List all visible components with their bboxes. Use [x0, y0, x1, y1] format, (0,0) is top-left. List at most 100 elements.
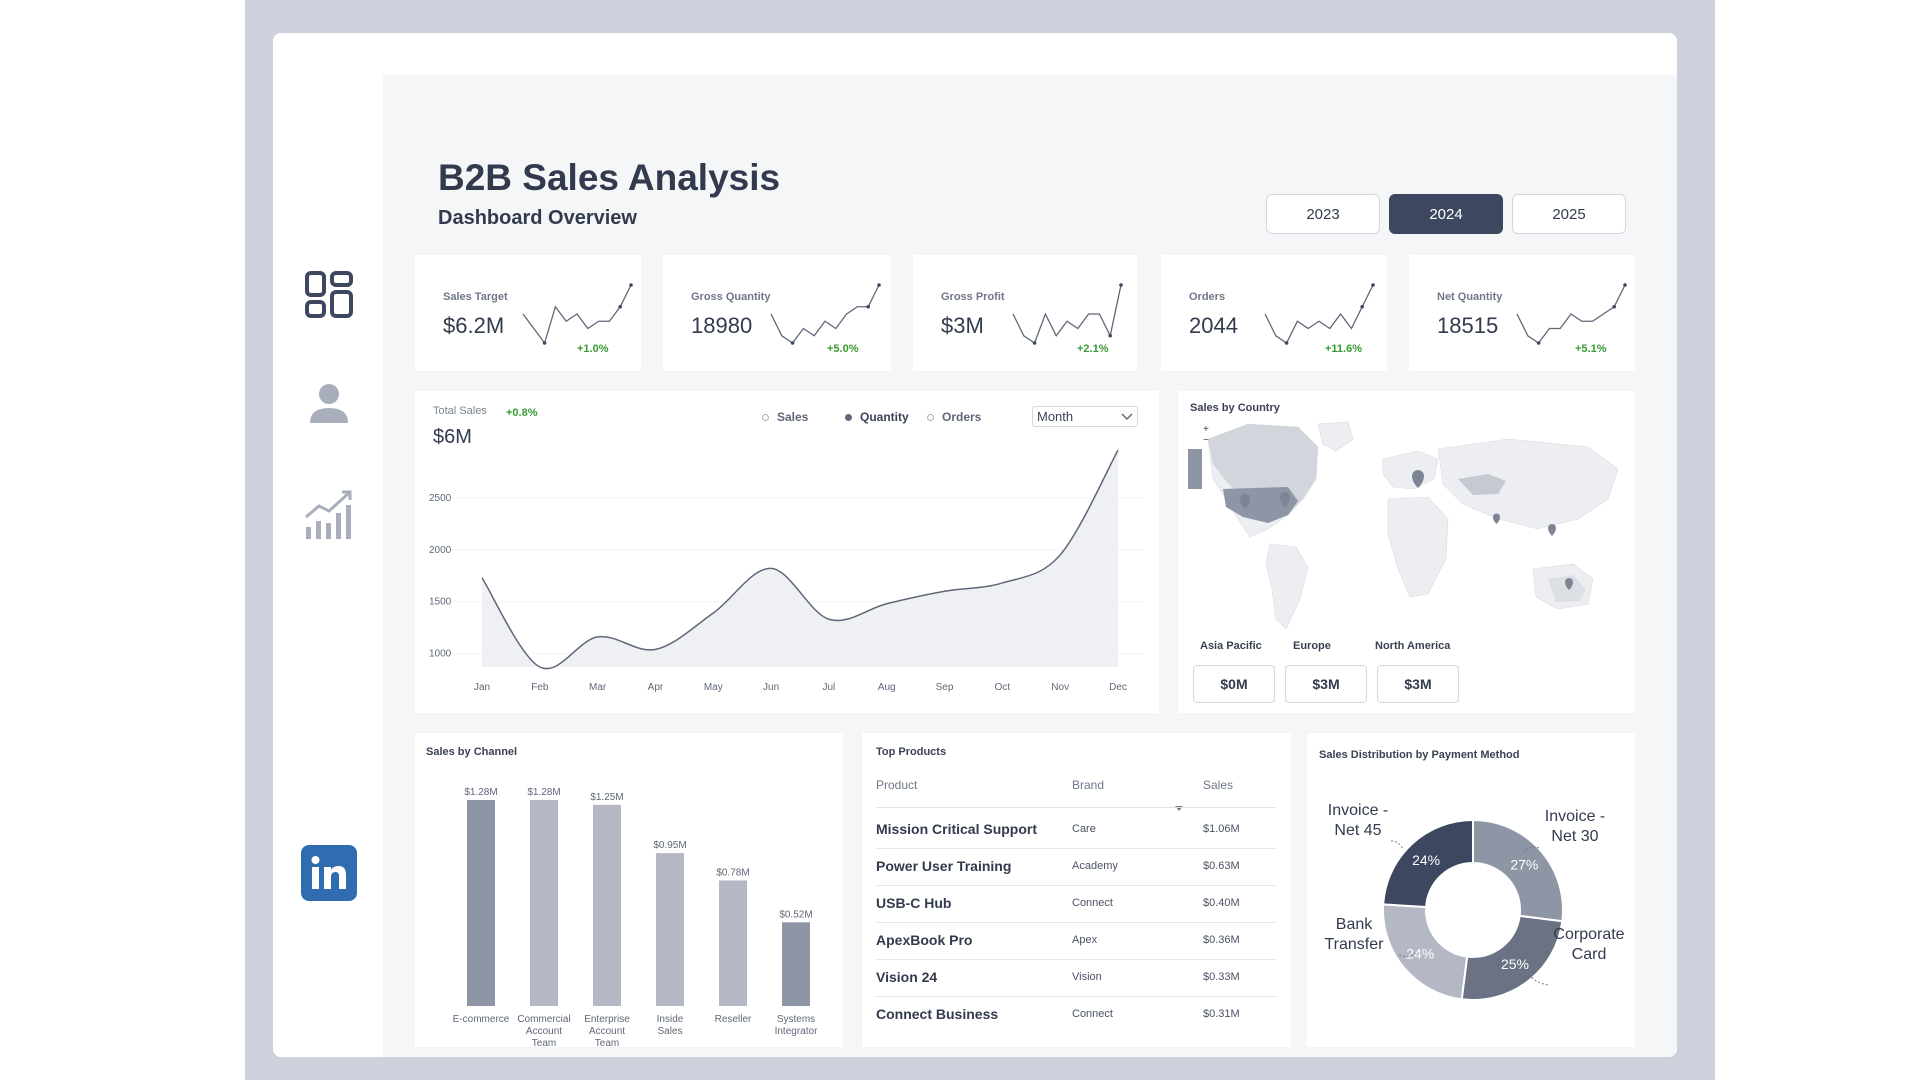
kpi-sparkline [1264, 283, 1375, 345]
year-button-2024[interactable]: 2024 [1389, 194, 1503, 234]
x-category-label: Commercial [517, 1014, 570, 1025]
kpi-label: Orders [1189, 291, 1226, 303]
x-tick-label: Mar [589, 682, 607, 693]
region-button-asia-pacific[interactable]: $0M [1193, 665, 1275, 703]
x-category-label: Inside [657, 1014, 684, 1025]
world-map[interactable]: + − [1188, 419, 1628, 649]
bar-value-label: $0.78M [716, 867, 749, 878]
dropdown-value: Month [1037, 409, 1074, 424]
column-header-sales[interactable]: Sales [1203, 778, 1234, 792]
sparkline-point [1623, 283, 1627, 287]
period-dropdown[interactable]: Month [1032, 406, 1138, 427]
x-category-label: Integrator [775, 1026, 818, 1037]
kpi-delta: +5.1% [1575, 343, 1607, 355]
sparkline-point [1032, 341, 1037, 345]
year-button-2025[interactable]: 2025 [1512, 194, 1626, 234]
leader-line [1526, 970, 1550, 986]
column-header-brand[interactable]: Brand [1072, 778, 1105, 792]
header-divider [876, 807, 1276, 808]
sparkline-point [1108, 333, 1112, 338]
dashboard-icon[interactable] [301, 267, 357, 323]
pie-slice[interactable] [1460, 914, 1564, 1001]
chevron-down-icon [1121, 409, 1133, 424]
bar[interactable] [593, 804, 621, 1006]
x-tick-label: Oct [995, 682, 1011, 693]
pie-label-text: Bank Transfer [1324, 916, 1384, 953]
pie-slice[interactable] [1472, 818, 1564, 923]
user-icon[interactable] [301, 375, 357, 431]
bar-value-label: $0.52M [779, 909, 812, 920]
brand-name: Care [1072, 823, 1096, 835]
product-name: Connect Business [876, 1006, 999, 1022]
section-title: Sales Distribution by Payment Method [1319, 749, 1520, 761]
pie-slice[interactable] [1382, 903, 1469, 1001]
y-tick-label: 1500 [429, 597, 452, 608]
pie-label-text: Invoice - Net 45 [1327, 802, 1389, 839]
area-fill [482, 450, 1118, 669]
linkedin-icon[interactable] [301, 845, 357, 901]
table-row[interactable]: ApexBook Pro Apex $0.36M [876, 922, 1276, 960]
y-tick-label: 2000 [429, 545, 452, 556]
sparkline-path [1012, 284, 1122, 344]
analytics-icon[interactable] [301, 487, 357, 543]
region-button-north-america[interactable]: $3M [1377, 665, 1459, 703]
pie-slice[interactable] [1382, 818, 1474, 909]
x-category-label: Team [595, 1038, 619, 1047]
kpi-card-orders: Orders 2044 +11.6% [1161, 255, 1387, 371]
bar-value-label: $1.28M [464, 787, 497, 798]
table-row[interactable]: Connect Business Connect $0.31M [876, 996, 1276, 1033]
bar[interactable] [530, 800, 558, 1006]
page-title: B2B Sales Analysis [438, 157, 781, 198]
legend-quantity[interactable]: Quantity [845, 410, 909, 424]
x-tick-label: Sep [936, 682, 954, 693]
legend-orders[interactable]: Orders [927, 410, 981, 424]
pie-label-corporate-card: Corporate Card [1549, 925, 1629, 965]
table-row[interactable]: Power User Training Academy $0.63M [876, 848, 1276, 886]
brand-name: Apex [1072, 934, 1098, 946]
y-tick-label: 2500 [429, 493, 452, 504]
x-category-label: Enterprise [584, 1014, 630, 1025]
product-name: USB-C Hub [876, 895, 952, 911]
sparkline-point [618, 304, 622, 309]
pie-label-text: Invoice - Net 30 [1544, 808, 1606, 845]
sales-by-country-card: Sales by Country [1178, 391, 1635, 713]
pie-percent-label: 24% [1412, 852, 1440, 868]
sales-value: $0.33M [1203, 971, 1240, 983]
bar[interactable] [719, 880, 747, 1006]
bar[interactable] [467, 800, 495, 1006]
kpi-card-gross-profit: Gross Profit $3M +2.1% [913, 255, 1137, 371]
main-content: B2B Sales Analysis Dashboard Overview 20… [383, 75, 1677, 1057]
x-tick-label: May [704, 682, 723, 693]
kpi-value: $6.2M [443, 313, 505, 338]
table-row[interactable]: Mission Critical Support Care $1.06M [876, 811, 1276, 849]
bar-value-label: $1.28M [527, 787, 560, 798]
kpi-delta: +11.6% [1325, 343, 1363, 355]
bar-value-label: $1.25M [590, 792, 623, 803]
region-button-europe[interactable]: $3M [1285, 665, 1367, 703]
sales-value: $0.63M [1203, 860, 1240, 872]
x-tick-label: Feb [531, 682, 549, 693]
legend-label: Quantity [860, 410, 909, 424]
payment-method-card: Sales Distribution by Payment Method 27%… [1307, 733, 1635, 1047]
kpi-value: 2044 [1189, 313, 1238, 338]
table-row[interactable]: USB-C Hub Connect $0.40M [876, 885, 1276, 923]
sparkline-point [1371, 283, 1375, 287]
sparkline-point [866, 304, 870, 309]
x-category-label: Account [589, 1026, 625, 1037]
legend-sales[interactable]: Sales [762, 410, 808, 424]
sales-value: $1.06M [1203, 823, 1240, 835]
section-title: Sales by Country [1190, 402, 1280, 414]
year-button-2023[interactable]: 2023 [1266, 194, 1380, 234]
x-tick-label: Aug [878, 682, 896, 693]
leader-line [1390, 840, 1404, 850]
sparkline-path [1516, 284, 1626, 344]
kpi-value: 18515 [1437, 313, 1499, 338]
bar[interactable] [656, 853, 684, 1006]
kpi-label: Gross Quantity [691, 291, 771, 303]
table-row[interactable]: Vision 24 Vision $0.33M [876, 959, 1276, 997]
leader-line [1398, 952, 1416, 958]
section-title: Top Products [876, 746, 947, 758]
column-header-product[interactable]: Product [876, 778, 918, 792]
bar[interactable] [782, 922, 810, 1006]
legend-label: Orders [942, 410, 982, 424]
